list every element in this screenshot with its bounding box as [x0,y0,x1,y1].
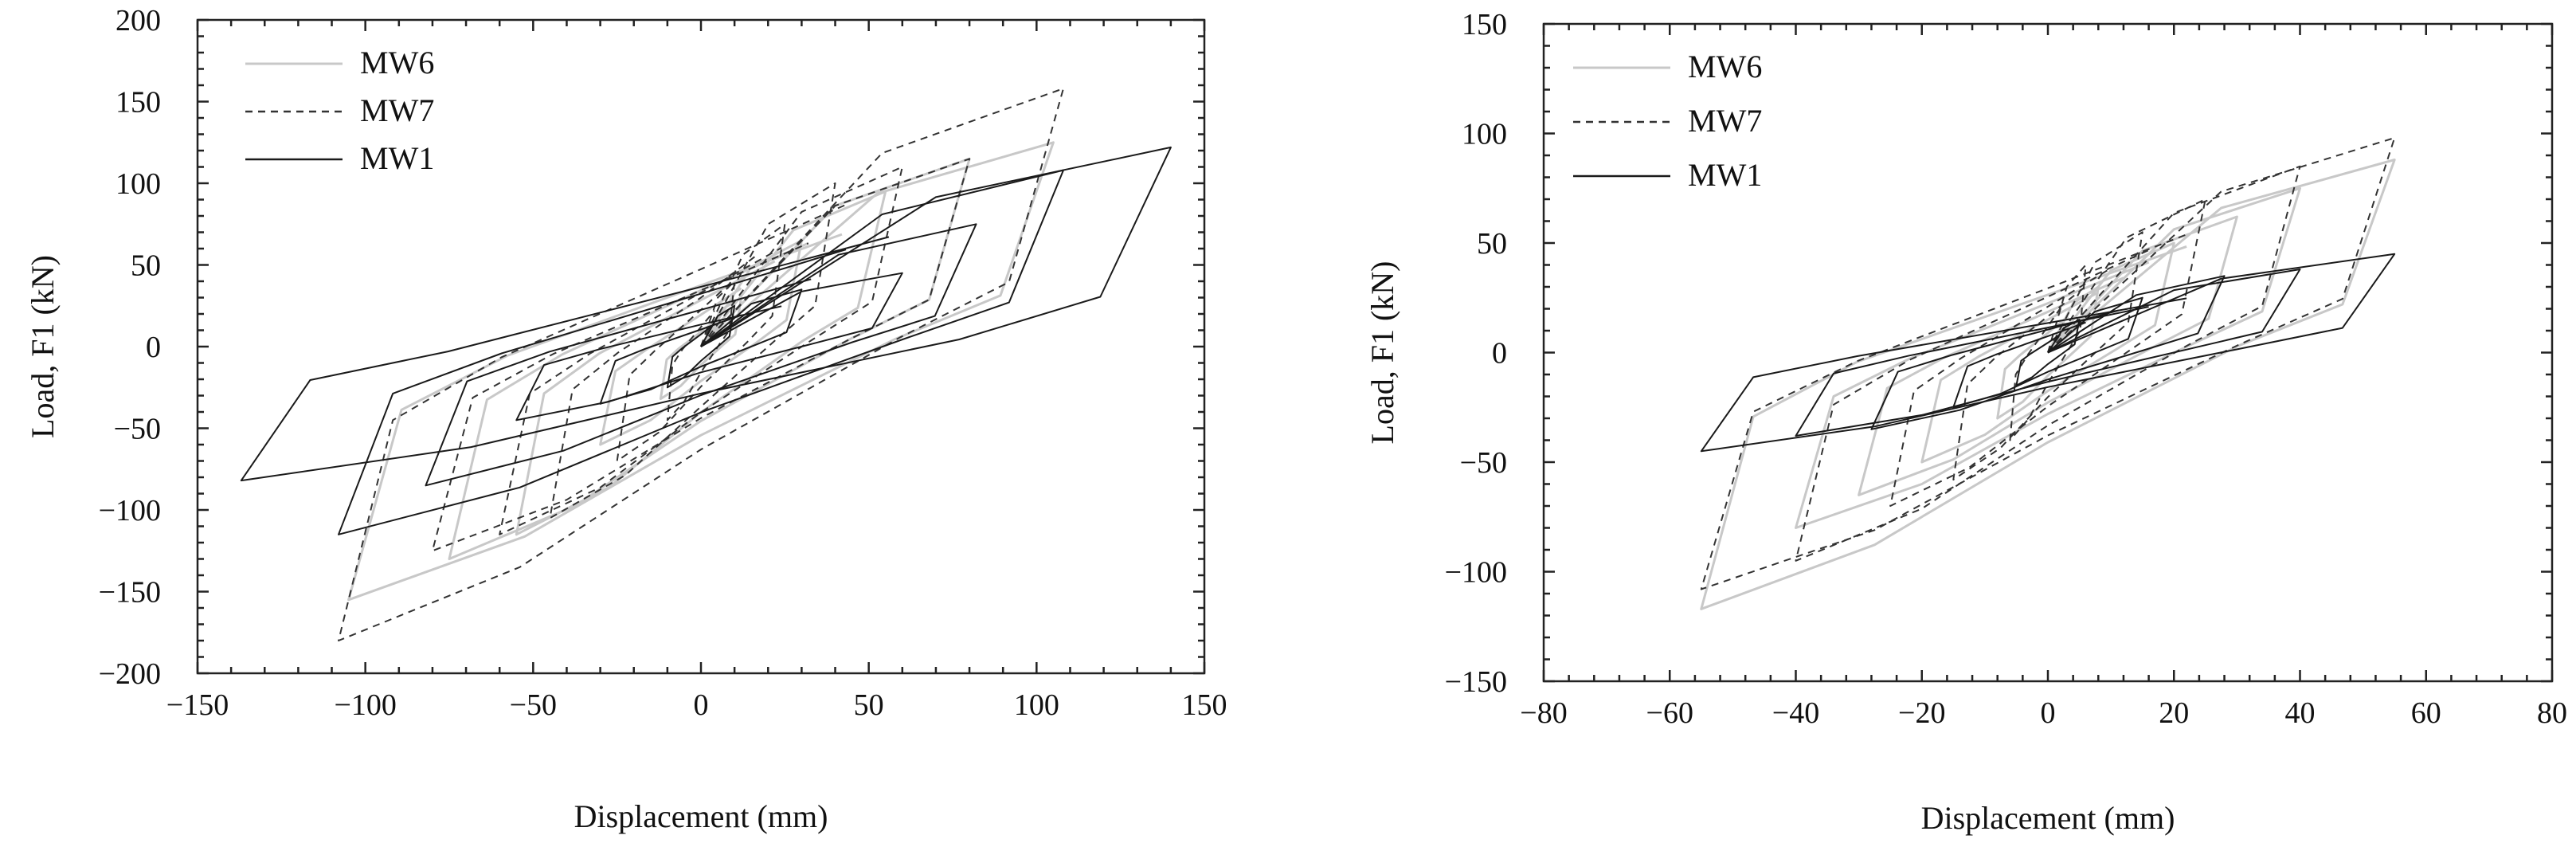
x-tick-label: 60 [2411,696,2441,730]
x-tick-label: −80 [1520,696,1567,730]
x-tick-label: −20 [1898,696,1945,730]
x-tick-label: 0 [2041,696,2056,730]
loop-mw7 [2009,264,2087,441]
x-tick-label: 150 [1182,688,1227,722]
chart-right-y-axis: −150 −100 −50 0 50 100 150 [1445,8,2552,699]
x-tick-label: 0 [694,688,709,722]
x-tick-label: −40 [1772,696,1819,730]
y-tick-label: 0 [1492,337,1507,371]
legend-label-mw7: MW7 [360,92,434,128]
chart-left-x-axis: −150 −100 −50 0 50 100 150 [166,20,1227,722]
loop-mw1 [1700,253,2396,453]
chart-left: −150 −100 −50 0 50 100 150 −200−150−100−500501… [25,4,1227,834]
chart-right-y-axis-title: Load, F1 (kN) [1364,261,1400,445]
loop-mw6 [515,190,887,536]
chart-left-x-axis-title: Displacement (mm) [574,798,828,834]
y-tick-label: 50 [131,249,161,283]
chart-right-legend: MW6 MW7 MW1 [1573,49,1762,193]
y-tick-label: 150 [1462,8,1507,41]
loop-mw1 [1952,296,2143,409]
loop-mw1 [599,288,803,405]
x-tick-label: 40 [2285,696,2316,730]
loop-mw6 [1700,159,2396,610]
legend-label-mw1: MW1 [1688,157,1762,193]
chart-right-x-axis-title: Displacement (mm) [1921,800,2175,836]
chart-left-y-axis: −200 −150 −100 −50 0 50 100 150 200 [99,4,1204,691]
loop-mw6 [1795,186,2301,529]
x-tick-label: 20 [2159,696,2189,730]
y-tick-label: −150 [99,576,161,610]
chart-right-curves [1700,137,2396,610]
loop-mw6 [599,239,803,446]
y-tick-label: −100 [99,494,161,527]
x-tick-label: 80 [2537,696,2567,730]
loop-mw7 [338,88,1064,641]
y-tick-label: −50 [1460,446,1507,480]
legend-label-mw6: MW6 [360,45,434,80]
loop-mw6 [1920,241,2175,464]
chart-left-y-axis-title: Load, F1 (kN) [25,255,61,438]
chart-right-x-axis: −80 −60 −40 −20 0 20 40 60 80 [1520,24,2567,730]
loop-mw7 [549,182,836,520]
y-tick-label: 50 [1477,227,1507,261]
loop-mw1 [425,223,977,487]
loop-mw6 [347,141,1055,602]
loop-mw7 [616,223,786,462]
y-tick-label: 100 [115,167,161,201]
x-tick-label: −50 [510,688,557,722]
y-tick-label: −100 [1445,556,1507,590]
y-tick-label: 100 [1462,118,1507,151]
loop-mw6 [1996,285,2100,420]
y-tick-label: 0 [146,331,161,364]
legend-label-mw6: MW6 [1688,49,1762,84]
x-tick-label: −100 [334,688,396,722]
x-tick-label: 50 [854,688,884,722]
y-tick-label: −50 [114,413,161,446]
y-tick-label: 150 [115,86,161,120]
x-tick-label: −60 [1646,696,1693,730]
loop-mw1 [1795,269,2301,437]
loop-mw1 [1870,275,2226,430]
y-tick-label: −200 [99,657,161,691]
chart-left-curves [240,88,1172,641]
legend-label-mw7: MW7 [1688,103,1762,139]
loop-mw7 [1700,137,2396,590]
loop-mw1 [666,304,736,389]
loop-mw1 [338,169,1064,535]
chart-left-legend: MW6 MW7 MW1 [245,45,434,176]
loop-mw1 [515,272,903,422]
legend-label-mw1: MW1 [360,140,434,176]
chart-right: −80 −60 −40 −20 0 20 40 60 80 −150 −100 −50 0 50 100 1… [1364,8,2567,836]
y-tick-label: 200 [115,4,161,37]
loop-mw7 [499,166,903,535]
loop-mw1 [240,146,1172,482]
loop-mw6 [1858,215,2238,496]
y-tick-label: −150 [1445,665,1507,699]
x-tick-label: −150 [166,688,229,722]
x-tick-label: 100 [1014,688,1059,722]
